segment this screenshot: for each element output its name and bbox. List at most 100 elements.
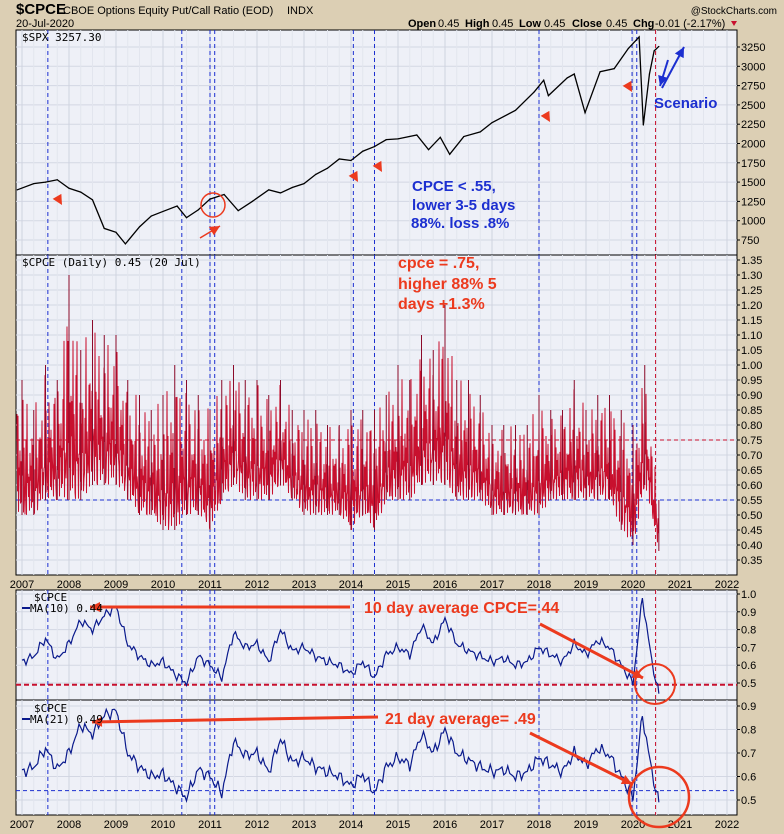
y-tick-label: 0.95: [741, 375, 762, 387]
close-label: Close: [572, 18, 602, 30]
panel-price: [15, 29, 738, 256]
y-tick-label: 1500: [741, 177, 765, 189]
red-arrow-marker: [52, 193, 62, 205]
watermark: @StockCharts.com: [691, 6, 777, 17]
x-tick-label: 2011: [198, 819, 222, 831]
spx-point: [185, 217, 188, 219]
spx-point: [44, 181, 47, 183]
y-tick-label: 2750: [741, 81, 765, 93]
y-tick-label: 1.20: [741, 300, 762, 312]
y-tick-label: 0.50: [741, 510, 762, 522]
spx-point: [547, 95, 550, 97]
spx-point: [613, 68, 615, 70]
y-tick-label: 0.35: [741, 555, 762, 567]
x-tick-label: 2010: [151, 579, 175, 591]
spx-point: [543, 79, 545, 81]
spx-point: [658, 45, 660, 48]
spx-point: [599, 71, 601, 73]
spx-point: [251, 200, 253, 202]
spx-point: [303, 183, 305, 185]
x-tick-label: 2012: [245, 579, 269, 591]
spx-point: [385, 139, 387, 141]
spx-point: [209, 198, 211, 200]
y-tick-label: 1.35: [741, 255, 762, 267]
spx-point: [627, 47, 629, 50]
spx-point: [91, 199, 94, 201]
spx-legend: $SPX 3257.30: [22, 31, 101, 44]
x-tick-label: 2020: [621, 579, 645, 591]
spx-point: [279, 192, 282, 194]
x-tick-label: 2020: [621, 819, 645, 831]
y-tick-label: 3000: [741, 61, 765, 73]
y-tick-label: 0.9: [741, 607, 756, 619]
x-tick-label: 2014: [339, 819, 363, 831]
spx-point: [16, 189, 18, 191]
y-tick-label: 1.25: [741, 285, 762, 297]
spx-point: [103, 227, 105, 230]
y-tick-label: 2250: [741, 119, 765, 131]
low-value: 0.45: [544, 18, 565, 30]
spx-point: [237, 210, 239, 212]
spx-point: [315, 173, 317, 175]
y-tick-label: 0.8: [741, 725, 756, 737]
blue-note-line: CPCE < .55,: [412, 178, 496, 195]
red-note: cpce = .75, higher 88% 5 days +1.3%: [398, 255, 497, 313]
x-tick-label: 2013: [292, 579, 316, 591]
x-tick-label: 2007: [10, 819, 34, 831]
scenario-label: Scenario: [654, 95, 717, 112]
spx-point: [648, 73, 651, 75]
y-tick-label: 1.05: [741, 345, 762, 357]
spx-point: [223, 193, 225, 196]
ma21-title: $CPCE: [34, 702, 67, 715]
x-tick-label: 2008: [57, 819, 81, 831]
blue-note: CPCE < .55, lower 3-5 days 88%. loss .8%: [411, 178, 515, 232]
ma10-title: $CPCE: [34, 591, 67, 604]
spx-point: [138, 226, 141, 228]
chg-label: Chg: [633, 18, 654, 30]
x-tick-label: 2019: [574, 579, 598, 591]
spx-point: [479, 131, 481, 133]
y-tick-label: 0.6: [741, 772, 756, 784]
spx-point: [350, 159, 352, 162]
spx-point: [268, 189, 270, 191]
red-note-line: higher 88% 5: [398, 276, 497, 293]
red-arrow-marker: [372, 160, 382, 172]
blue-note-line: lower 3-5 days: [412, 197, 515, 214]
y-tick-label: 0.70: [741, 450, 762, 462]
x-tick-label: 2012: [245, 819, 269, 831]
y-tick-label: 0.65: [741, 465, 762, 477]
spx-point: [115, 231, 117, 233]
arrowhead: [620, 775, 632, 784]
y-tick-label: 3250: [741, 42, 765, 54]
y-tick-label: 1.30: [741, 270, 762, 282]
spx-point: [566, 77, 568, 79]
x-tick-label: 2016: [433, 819, 457, 831]
spx-point: [491, 122, 493, 124]
y-tick-label: 750: [741, 235, 759, 247]
low-label: Low: [519, 18, 541, 30]
spx-point: [33, 183, 35, 185]
y-tick-label: 1.00: [741, 360, 762, 372]
open-label: Open: [408, 18, 436, 30]
spx-line: [17, 35, 660, 245]
y-tick-label: 0.40: [741, 540, 762, 552]
spx-point: [373, 145, 376, 148]
y-tick-label: 1250: [741, 196, 765, 208]
spx-point: [642, 124, 644, 126]
highlight-circle: [200, 192, 226, 218]
y-tick-label: 1.15: [741, 315, 762, 327]
high-label: High: [465, 18, 490, 30]
cpce-series: [16, 326, 659, 543]
spx-point: [427, 149, 430, 151]
spx-point: [533, 91, 535, 93]
spx-point: [326, 167, 329, 169]
x-tick-label: 2022: [715, 579, 739, 591]
arrowhead: [92, 716, 103, 727]
y-tick-label: 1000: [741, 216, 765, 228]
ma21-arrow: [91, 715, 379, 724]
y-tick-label: 2500: [741, 100, 765, 112]
spx-point: [514, 109, 517, 111]
arrowhead: [208, 226, 220, 236]
y-tick-label: 0.75: [741, 435, 762, 447]
